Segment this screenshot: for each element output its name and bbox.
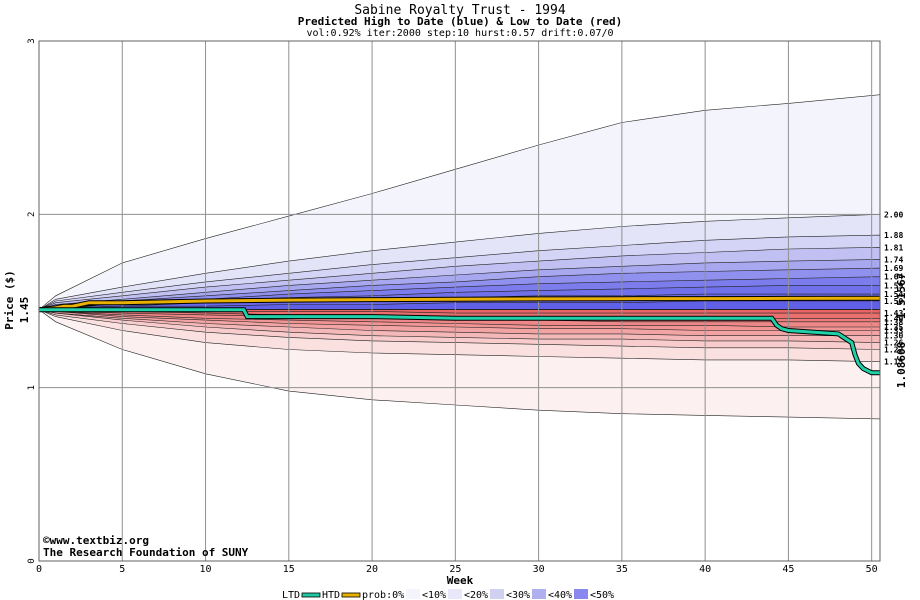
- x-tick-label-20: 20: [366, 564, 378, 575]
- percentile-label-1.50: 1.50: [884, 297, 903, 306]
- percentile-labels: 2.00 1.88 1.81 1.741.691.641.591.541.50 1.43…: [884, 210, 903, 366]
- legend-label-4: <20%: [464, 590, 488, 600]
- series-lines: [38, 295, 881, 376]
- legend-label-2: prob:0%: [362, 590, 404, 600]
- percentile-label-1.33: 1.33: [884, 326, 903, 335]
- legend-label-0: LTD: [282, 590, 300, 600]
- watermark-org: The Research Foundation of SUNY: [43, 546, 249, 559]
- percentile-label-1.30: 1.30: [884, 332, 903, 341]
- start-price-label: 1.45: [18, 297, 31, 324]
- chart-subtitle: Predicted High to Date (blue) & Low to D…: [298, 15, 623, 28]
- percentile-label-1.22: 1.22: [884, 346, 903, 355]
- chart-params: vol:0.92% iter:2000 step:10 hurst:0.57 d…: [306, 28, 613, 39]
- percentile-label-1.54: 1.54: [884, 290, 903, 299]
- percentile-label-1.15: 1.15: [884, 358, 903, 367]
- plot-frame: [38, 40, 881, 562]
- x-tick-label-0: 0: [36, 564, 42, 575]
- y-tick-label-0: 0: [27, 558, 37, 563]
- htd-final-value: 1.51567: [895, 273, 908, 319]
- percentile-label-1.81: 1.81: [884, 243, 903, 252]
- axes: [38, 40, 881, 562]
- legend-label-3: <10%: [422, 590, 446, 600]
- y-axis-label: Price ($): [3, 270, 16, 330]
- percentile-label-1.26: 1.26: [884, 339, 903, 348]
- legend-swatch-5: [532, 589, 546, 599]
- legend-swatch-1: [341, 592, 361, 598]
- percentile-label-1.35: 1.35: [884, 323, 903, 332]
- legend-swatch-0: [301, 592, 321, 598]
- y-tick-label-2: 2: [27, 212, 37, 217]
- tick-labels: 0 5 10 15 20 25 30 35 40 45 50 0 1 2 3: [27, 38, 878, 575]
- percentile-label-1.88: 1.88: [884, 231, 903, 240]
- ltd-line: [39, 308, 880, 375]
- watermark-site: ©www.textbiz.org: [43, 534, 149, 547]
- legend-swatch-2: [406, 589, 420, 599]
- legend-swatch-4: [490, 589, 504, 599]
- legend-label-5: <30%: [506, 590, 530, 600]
- x-tick-label-15: 15: [283, 564, 295, 575]
- percentile-label-1.74: 1.74: [884, 255, 903, 264]
- percentile-label-1.59: 1.59: [884, 281, 903, 290]
- percentile-label-1.40: 1.40: [884, 314, 903, 323]
- x-tick-label-35: 35: [616, 564, 628, 575]
- percentile-label-1.38: 1.38: [884, 318, 903, 327]
- upper-band-p10: [38, 300, 881, 310]
- x-tick-label-30: 30: [533, 564, 545, 575]
- x-tick-label-45: 45: [782, 564, 794, 575]
- y-tick-label-3: 3: [27, 38, 37, 43]
- legend-label-7: <50%: [590, 590, 614, 600]
- percentile-label-1.69: 1.69: [884, 264, 903, 273]
- x-tick-label-40: 40: [699, 564, 711, 575]
- legend-label-6: <40%: [548, 590, 572, 600]
- x-tick-label-50: 50: [866, 564, 878, 575]
- percentile-label-1.64: 1.64: [884, 273, 903, 282]
- x-tick-label-10: 10: [200, 564, 212, 575]
- legend-swatch-6: [574, 589, 588, 599]
- x-tick-label-25: 25: [449, 564, 461, 575]
- legend-swatch-3: [448, 589, 462, 599]
- htd-line: [38, 296, 881, 312]
- legend-label-1: HTD: [322, 590, 340, 600]
- y-tick-label-1: 1: [27, 385, 37, 390]
- ltd-final-value: 1.08608: [895, 342, 908, 388]
- x-axis-label: Week: [447, 574, 474, 587]
- chart-title: Sabine Royalty Trust - 1994: [354, 3, 565, 18]
- percentile-label-1.43: 1.43: [884, 309, 903, 318]
- percentile-label-2.00: 2.00: [884, 210, 903, 219]
- legend: LTD HTD prob:0% <10% <20% <30% <40% <50%: [282, 589, 614, 600]
- x-tick-label-5: 5: [119, 564, 125, 575]
